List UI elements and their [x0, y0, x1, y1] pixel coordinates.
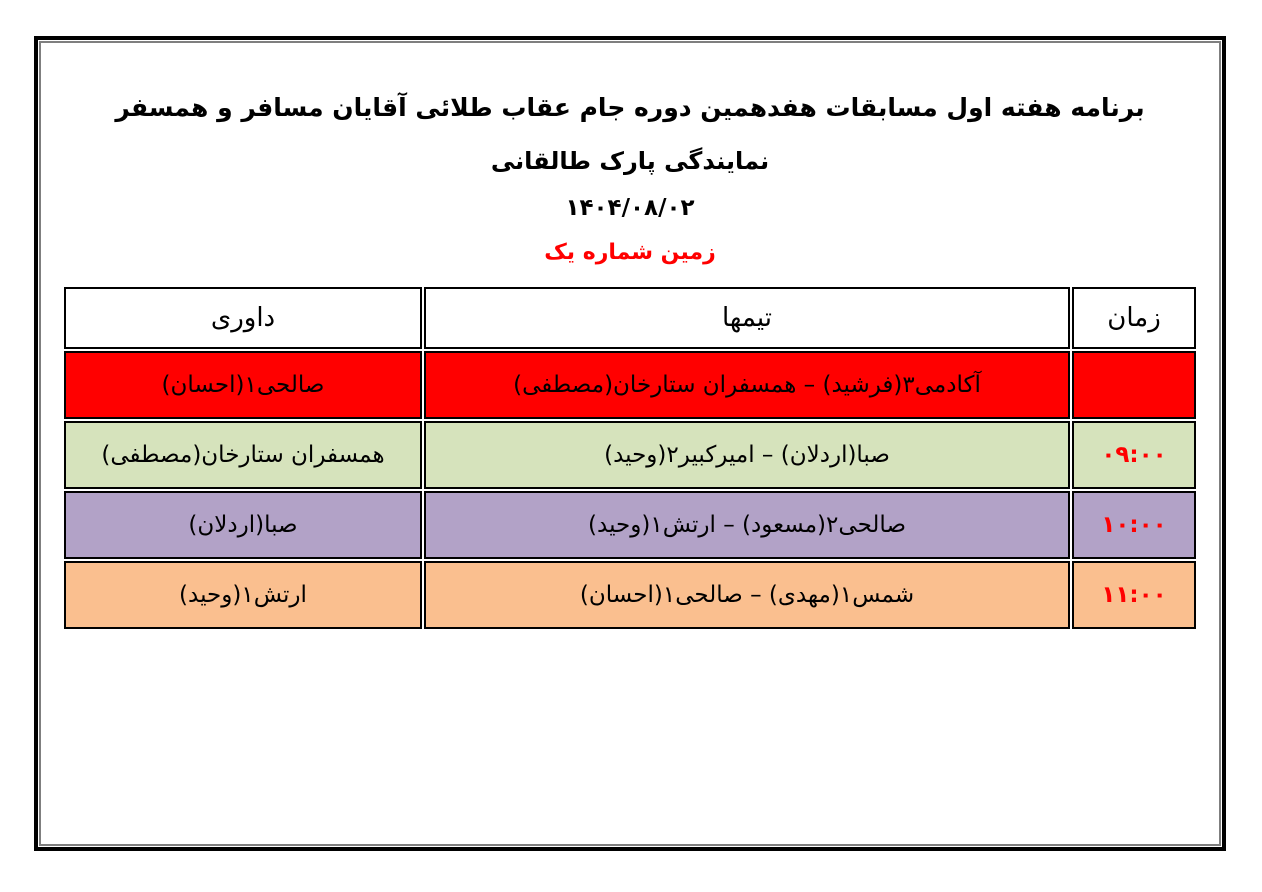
table-row: ۱۱:۰۰ شمس۱(مهدی) – صالحی۱(احسان) ارتش۱(و… [64, 561, 1196, 629]
time-cell: ۱۰:۰۰ [1072, 491, 1196, 559]
column-header-time: زمان [1072, 287, 1196, 349]
referee-cell: همسفران ستارخان(مصطفی) [64, 421, 422, 489]
document-title: برنامه هفته اول مسابقات هفدهمین دوره جام… [115, 93, 1145, 122]
teams-cell: صبا(اردلان) – امیرکبیر۲(وحید) [424, 421, 1070, 489]
field-number-heading: زمین شماره یک [544, 240, 716, 265]
referee-cell: صبا(اردلان) [64, 491, 422, 559]
referee-cell: صالحی۱(احسان) [64, 351, 422, 419]
time-cell: ۰۹:۰۰ [1072, 421, 1196, 489]
venue-subtitle: نمایندگی پارک طالقانی [490, 147, 770, 175]
schedule-table: زمان تیمها داوری آکادمی۳(فرشید) – همسفرا… [62, 285, 1198, 631]
column-header-referee: داوری [64, 287, 422, 349]
date-line: ۱۴۰۴/۰۸/۰۲ [565, 195, 695, 221]
time-cell [1072, 351, 1196, 419]
table-row: ۱۰:۰۰ صالحی۲(مسعود) – ارتش۱(وحید) صبا(ار… [64, 491, 1196, 559]
column-header-teams: تیمها [424, 287, 1070, 349]
table-header-row: زمان تیمها داوری [64, 287, 1196, 349]
teams-cell: آکادمی۳(فرشید) – همسفران ستارخان(مصطفی) [424, 351, 1070, 419]
time-cell: ۱۱:۰۰ [1072, 561, 1196, 629]
document-content: برنامه هفته اول مسابقات هفدهمین دوره جام… [41, 43, 1219, 631]
table-row: آکادمی۳(فرشید) – همسفران ستارخان(مصطفی) … [64, 351, 1196, 419]
page-inner-border: برنامه هفته اول مسابقات هفدهمین دوره جام… [39, 41, 1221, 846]
teams-cell: شمس۱(مهدی) – صالحی۱(احسان) [424, 561, 1070, 629]
page-border: برنامه هفته اول مسابقات هفدهمین دوره جام… [34, 36, 1226, 851]
teams-cell: صالحی۲(مسعود) – ارتش۱(وحید) [424, 491, 1070, 559]
table-row: ۰۹:۰۰ صبا(اردلان) – امیرکبیر۲(وحید) همسف… [64, 421, 1196, 489]
referee-cell: ارتش۱(وحید) [64, 561, 422, 629]
